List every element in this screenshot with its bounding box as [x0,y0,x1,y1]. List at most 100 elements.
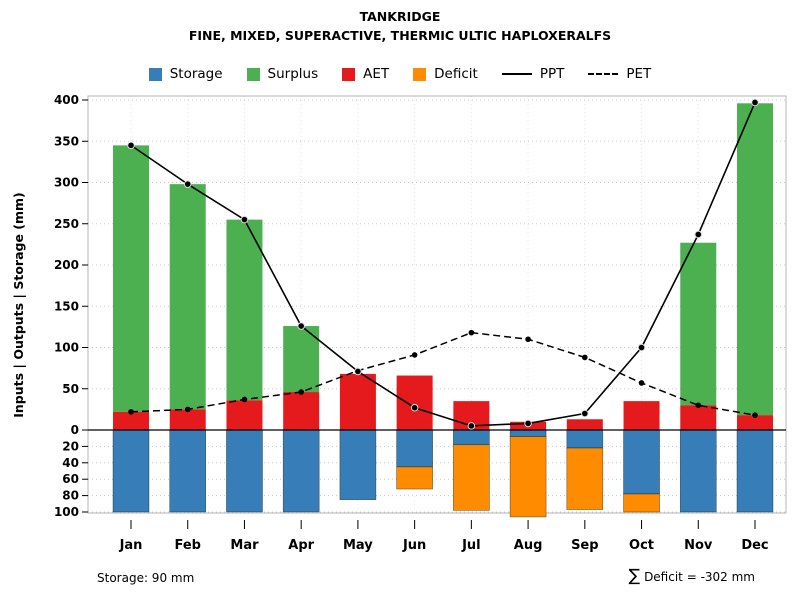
pet-line-swatch [588,73,619,75]
y-tick-label: 40 [62,456,79,470]
month-label: Jun [402,538,426,553]
storage-bar [453,429,490,446]
aet-bar [623,401,660,430]
legend-item-pet: PET [588,66,651,82]
legend-item-deficit: Deficit [413,66,478,82]
legend-item-aet: AET [342,66,389,82]
aet-bar [680,405,717,430]
storage-note: Storage: 90 mm [97,571,195,585]
ppt-point [410,403,419,412]
y-tick-label: 60 [62,472,79,486]
aet-bar [226,400,263,430]
legend-label: PET [626,66,652,82]
y-tick-label: 20 [62,439,79,453]
aet-bar [283,392,320,430]
storage-bar [679,429,717,513]
chart-subtitle: FINE, MIXED, SUPERACTIVE, THERMIC ULTIC … [188,28,612,44]
month-label: Aug [514,538,543,553]
deficit-bar [566,447,604,510]
titles: TANKRIDGE FINE, MIXED, SUPERACTIVE, THER… [0,7,800,46]
storage-bar [282,429,320,513]
month-label: Jul [461,538,481,553]
pet-point [695,402,702,409]
deficit-bar [453,444,490,511]
storage-bar [736,429,774,513]
y-tick-label: 300 [54,176,79,190]
legend-label: AET [363,66,390,82]
pet-point [241,396,248,403]
bars [112,103,774,518]
aet-bar [396,375,433,430]
storage-bar [112,429,150,513]
surplus-bar [283,326,320,393]
pet-point [184,406,191,413]
ppt-line-swatch [501,73,532,75]
storage-bar [566,429,604,449]
y-tick-label: 150 [54,299,79,313]
month-label: Apr [288,538,314,553]
ppt-point [240,215,249,224]
y-tick-label: 80 [62,489,79,503]
surplus-bar [680,242,717,406]
aet-swatch [342,67,356,81]
ppt-point [524,419,532,428]
deficit-bar [509,436,547,518]
ppt-point [354,367,362,376]
month-label: Sep [571,538,599,553]
ppt-point [467,422,476,430]
surplus-bar [736,103,773,416]
month-label: Feb [174,538,200,553]
ppt-point [581,409,589,418]
ppt-point [751,98,759,107]
surplus-swatch [246,67,260,81]
storage-bar [509,429,547,437]
storage-bar [226,429,263,513]
aet-bar [566,419,603,430]
surplus-bar [169,184,206,410]
month-label: Oct [629,538,654,553]
surplus-bar [113,145,149,412]
legend-item-surplus: Surplus [246,66,319,82]
month-label: Nov [684,538,713,553]
aet-bar [169,409,206,430]
deficit-bar [396,466,433,490]
pet-markers [128,329,758,418]
pet-point [128,409,134,415]
y-axis: 400 350 300 250 200 150 100 50 0 20 40 60 80 100 [54,93,88,519]
pet-point [411,352,418,358]
y-tick-label: 50 [62,382,79,396]
y-tick-label: 0 [71,423,79,437]
deficit-bar [623,493,660,513]
x-axis: Jan Feb Mar Apr May Jun Jul Aug Sep Oct Nov Dec [119,520,769,553]
deficit-swatch [413,67,427,81]
legend-item-storage: Storage [148,66,223,82]
y-tick-label: 400 [54,93,79,107]
chart-title: TANKRIDGE [359,9,441,24]
legend-label: PPT [539,66,565,82]
ppt-markers [127,98,759,430]
y-tick-label: 350 [54,134,79,148]
legend-item-ppt: PPT [501,66,565,82]
ppt-line [130,102,756,427]
month-label: Jan [119,538,143,553]
y-tick-label: 100 [54,341,79,355]
deficit-sum-text: Deficit = -302 mm [644,570,755,584]
legend-label: Surplus [267,66,319,82]
pet-point [525,336,531,343]
ppt-point [694,230,703,239]
pet-point [298,389,304,395]
plot-frame [87,95,787,514]
pet-line [130,331,756,416]
month-label: Mar [230,538,259,553]
ppt-point [127,141,135,150]
storage-bar [396,429,433,468]
storage-bar [169,429,207,513]
month-label: May [343,538,373,553]
y-axis-title: Inputs | Outputs | Storage (mm) [11,192,26,418]
y-tick-label: 200 [54,258,79,272]
legend-label: Storage [169,66,223,82]
pet-point [752,412,758,418]
legend: Storage Surplus AET Deficit PPT PET [0,66,800,82]
